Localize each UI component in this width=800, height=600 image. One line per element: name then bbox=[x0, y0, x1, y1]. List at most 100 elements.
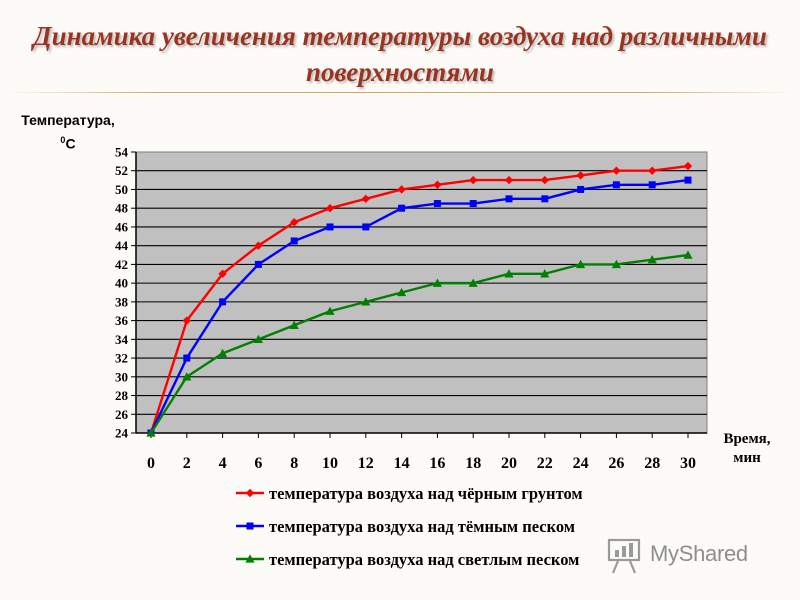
legend-marker-black-soil bbox=[245, 488, 255, 498]
data-point-dark-sand-6 bbox=[254, 260, 262, 268]
x-tick-label-2: 2 bbox=[183, 455, 191, 472]
data-point-dark-sand-26 bbox=[612, 181, 620, 189]
y-tick-label-40: 40 bbox=[115, 276, 128, 291]
x-tick-label-14: 14 bbox=[394, 455, 410, 472]
x-tick-label-30: 30 bbox=[680, 455, 696, 472]
x-axis-label: Время, мин bbox=[712, 430, 782, 468]
series-light-sand bbox=[146, 250, 693, 437]
x-tick-label-16: 16 bbox=[429, 455, 445, 472]
series-group bbox=[146, 161, 693, 438]
data-point-dark-sand-8 bbox=[290, 237, 298, 245]
y-tick-label-54: 54 bbox=[115, 145, 129, 160]
data-point-dark-sand-10 bbox=[326, 223, 334, 231]
y-tick-label-48: 48 bbox=[115, 201, 129, 216]
y-axis-ticks: 24 26 28 30 32 34 36 38 40 42 44 46 48 50 52 54 bbox=[115, 145, 136, 441]
gridlines bbox=[136, 170, 707, 415]
data-point-dark-sand-2 bbox=[183, 354, 191, 362]
data-point-dark-sand-20 bbox=[505, 195, 513, 203]
legend-label-dark-sand: температура воздуха над тёмным песком bbox=[269, 517, 575, 536]
x-axis-ticks: 0 2 4 6 8 10 12 14 16 18 20 22 24 26 28 30 bbox=[147, 433, 696, 472]
data-point-black-soil-18 bbox=[469, 175, 478, 185]
y-tick-label-26: 26 bbox=[115, 407, 129, 422]
x-tick-label-18: 18 bbox=[465, 455, 481, 472]
x-tick-label-20: 20 bbox=[501, 455, 517, 472]
y-axis-label: Температура, 0С bbox=[2, 110, 134, 154]
data-point-light-sand-12 bbox=[361, 297, 371, 306]
slide-title: Динамика увеличения температуры воздуха … bbox=[0, 18, 800, 90]
data-point-black-soil-24 bbox=[576, 171, 585, 180]
data-point-light-sand-6 bbox=[253, 334, 263, 344]
y-tick-label-50: 50 bbox=[115, 182, 128, 197]
data-point-light-sand-2 bbox=[182, 372, 192, 381]
x-tick-label-0: 0 bbox=[147, 455, 155, 472]
y-tick-label-28: 28 bbox=[115, 388, 129, 403]
legend-marker-dark-sand bbox=[246, 522, 254, 530]
title-divider bbox=[0, 92, 800, 93]
x-tick-label-4: 4 bbox=[219, 455, 227, 472]
data-point-light-sand-30 bbox=[683, 250, 693, 259]
data-point-light-sand-26 bbox=[611, 259, 621, 269]
x-tick-label-28: 28 bbox=[644, 455, 660, 472]
data-point-black-soil-6 bbox=[254, 241, 263, 250]
y-tick-label-38: 38 bbox=[115, 294, 129, 309]
x-tick-label-12: 12 bbox=[358, 455, 374, 472]
y-tick-label-36: 36 bbox=[115, 313, 129, 328]
data-point-black-soil-20 bbox=[504, 175, 514, 185]
data-point-light-sand-0 bbox=[146, 428, 156, 437]
data-point-black-soil-26 bbox=[612, 166, 621, 175]
series-line-dark-sand bbox=[149, 178, 689, 434]
data-point-black-soil-22 bbox=[540, 175, 549, 185]
slide-title-line-2: поверхностями bbox=[306, 57, 494, 87]
legend-label-light-sand: температура воздуха над светлым песком bbox=[269, 550, 579, 569]
data-point-light-sand-28 bbox=[647, 255, 657, 264]
watermark-text: MyShared bbox=[650, 541, 748, 566]
data-point-black-soil-30 bbox=[683, 161, 693, 171]
y-tick-label-46: 46 bbox=[115, 219, 129, 234]
y-tick-label-24: 24 bbox=[115, 426, 129, 441]
data-point-light-sand-16 bbox=[432, 278, 442, 287]
data-point-black-soil-10 bbox=[325, 204, 335, 213]
x-tick-label-10: 10 bbox=[322, 455, 338, 472]
data-point-light-sand-22 bbox=[540, 269, 550, 278]
y-axis-unit-degree: 0 bbox=[60, 135, 66, 145]
data-point-dark-sand-28 bbox=[648, 181, 656, 189]
data-point-light-sand-10 bbox=[325, 306, 335, 315]
axes bbox=[135, 152, 707, 434]
data-point-light-sand-20 bbox=[504, 269, 514, 278]
data-point-black-soil-4 bbox=[218, 269, 227, 278]
data-point-dark-sand-30 bbox=[684, 176, 692, 184]
data-point-black-soil-8 bbox=[290, 218, 299, 227]
series-line-light-sand bbox=[149, 253, 689, 434]
series-line-black-soil bbox=[149, 164, 689, 434]
data-point-dark-sand-24 bbox=[577, 185, 585, 193]
data-point-light-sand-24 bbox=[576, 259, 586, 269]
data-point-dark-sand-22 bbox=[541, 195, 549, 203]
y-tick-label-44: 44 bbox=[115, 238, 129, 253]
data-point-dark-sand-12 bbox=[362, 223, 370, 231]
x-tick-label-24: 24 bbox=[573, 455, 589, 472]
data-point-light-sand-4 bbox=[218, 348, 228, 358]
data-point-light-sand-18 bbox=[468, 278, 478, 287]
data-point-dark-sand-16 bbox=[433, 200, 441, 208]
presentation-board-icon bbox=[607, 538, 641, 574]
data-point-black-soil-2 bbox=[182, 316, 191, 325]
legend-marker-light-sand bbox=[245, 554, 255, 563]
x-tick-label-22: 22 bbox=[537, 455, 553, 472]
data-point-light-sand-8 bbox=[289, 320, 299, 329]
x-tick-label-26: 26 bbox=[608, 455, 624, 472]
y-axis-label-unit: 0С bbox=[2, 130, 134, 154]
x-tick-label-8: 8 bbox=[290, 455, 298, 472]
data-point-dark-sand-18 bbox=[469, 200, 477, 208]
data-point-black-soil-12 bbox=[361, 194, 370, 204]
y-axis-label-text: Температура, bbox=[21, 112, 115, 128]
legend-item-black-soil: температура воздуха над чёрным грунтом bbox=[236, 484, 583, 503]
data-point-black-soil-28 bbox=[648, 166, 657, 175]
legend-item-dark-sand: температура воздуха над тёмным песком bbox=[236, 517, 575, 536]
data-point-black-soil-14 bbox=[397, 185, 406, 194]
y-tick-label-34: 34 bbox=[115, 332, 129, 347]
x-axis-label-unit: мин bbox=[733, 450, 761, 466]
y-axis-unit-letter: С bbox=[65, 135, 76, 152]
y-tick-label-52: 52 bbox=[115, 163, 128, 178]
